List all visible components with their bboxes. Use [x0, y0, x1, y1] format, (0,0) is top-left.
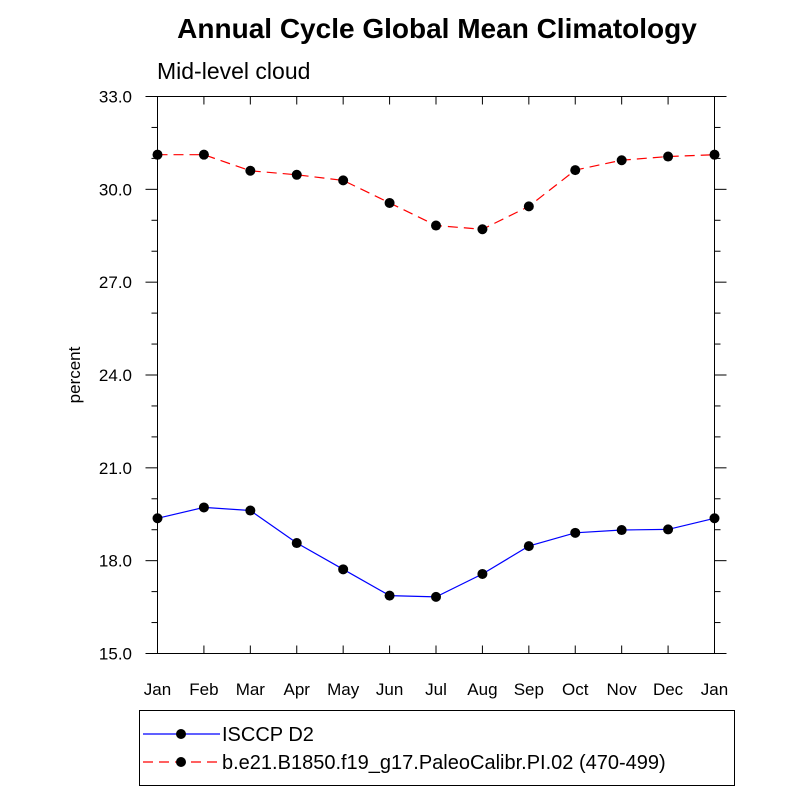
- series-1-point: [523, 541, 534, 552]
- series-2-point: [431, 220, 441, 231]
- y-tick-label: 24.0: [99, 366, 132, 385]
- series-2-point: [570, 165, 581, 176]
- chart-title: Annual Cycle Global Mean Climatology: [177, 13, 697, 44]
- y-tick-label: 15.0: [99, 645, 132, 664]
- x-tick-label: Jan: [144, 680, 171, 699]
- x-tick-label: Jul: [425, 680, 447, 699]
- y-tick-label: 18.0: [99, 552, 132, 571]
- series-2-point: [291, 169, 302, 180]
- series-2-point: [245, 165, 256, 176]
- series-2-point: [616, 155, 627, 166]
- series-line-2: [157, 154, 715, 230]
- series-line-1: [157, 506, 715, 598]
- series-2-point: [338, 175, 349, 186]
- series-1-point: [431, 591, 441, 602]
- series-1-point: [384, 590, 395, 601]
- y-axis-label: percent: [65, 346, 84, 403]
- series-2-point: [523, 201, 534, 212]
- series-2-point: [152, 149, 163, 160]
- series-1-point: [477, 568, 488, 579]
- legend-label-1: ISCCP D2: [222, 724, 314, 746]
- series-1-point: [245, 505, 256, 516]
- series-1-point: [709, 513, 720, 524]
- x-tick-label: Sep: [514, 680, 544, 699]
- series-2-point: [198, 149, 209, 160]
- x-tick-label: Jun: [376, 680, 403, 699]
- legend-marker-2: [176, 757, 186, 767]
- x-tick-label: Nov: [607, 680, 638, 699]
- x-tick-label: Feb: [189, 680, 218, 699]
- y-tick-label: 30.0: [99, 180, 132, 199]
- series-1-point: [338, 564, 349, 575]
- series-1-point: [291, 538, 302, 549]
- legend-layer: ISCCP D2 b.e21.B1850.f19_g17.PaleoCalibr.…: [143, 724, 666, 774]
- x-tick-label: May: [327, 680, 360, 699]
- x-tick-label: Dec: [653, 680, 684, 699]
- x-tick-label: Mar: [236, 680, 266, 699]
- series-1-point: [663, 524, 674, 535]
- legend-marker-1: [176, 729, 186, 739]
- x-tick-label: Jan: [701, 680, 728, 699]
- series-layer: [152, 149, 720, 602]
- series-2-point: [384, 197, 395, 208]
- legend-label-2: b.e21.B1850.f19_g17.PaleoCalibr.PI.02 (4…: [222, 752, 666, 774]
- series-1-point: [616, 525, 627, 536]
- y-tick-label: 21.0: [99, 459, 132, 478]
- series-2-point: [477, 224, 488, 235]
- series-2-point: [709, 149, 720, 160]
- series-1-point: [570, 527, 581, 538]
- series-2-point: [663, 151, 674, 162]
- series-1-point: [152, 513, 163, 524]
- ticks-layer: Jan Feb Mar Apr May Jun Jul Aug Sep Oct Nov Dec Jan 1…: [99, 88, 728, 700]
- legend-box: [139, 710, 735, 786]
- plot-frame: [157, 96, 715, 654]
- y-tick-label: 33.0: [99, 88, 132, 107]
- x-tick-label: Aug: [467, 680, 497, 699]
- x-tick-label: Oct: [562, 680, 589, 699]
- chart-subtitle: Mid-level cloud: [157, 58, 310, 84]
- y-tick-label: 27.0: [99, 273, 132, 292]
- x-tick-label: Apr: [284, 680, 311, 699]
- series-1-point: [198, 502, 209, 513]
